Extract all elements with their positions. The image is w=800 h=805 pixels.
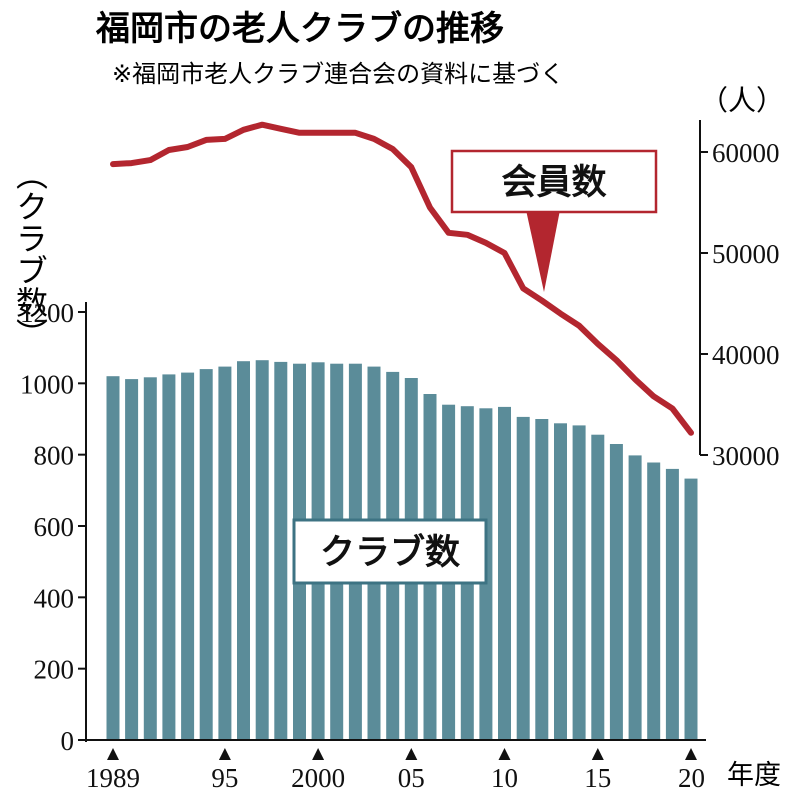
- x-tick-marker: [218, 748, 231, 760]
- bar: [554, 423, 567, 740]
- left-tick-label: 1000: [20, 369, 74, 399]
- line-label-pointer: [526, 210, 560, 292]
- left-axis-ticks: 0 200 400 600 800 1000 1200: [20, 298, 86, 756]
- bar: [237, 361, 250, 740]
- bar: [106, 376, 120, 740]
- x-tick-label: 15: [584, 763, 611, 793]
- x-tick-marker: [498, 748, 511, 760]
- right-axis-ticks: 30000 40000 50000 60000: [700, 138, 780, 471]
- line-label-box: [450, 149, 658, 214]
- x-axis-ticks: 1989 95 2000 05 10 15 20: [86, 748, 705, 793]
- member-line: [110, 121, 694, 436]
- left-tick-label: 1200: [20, 298, 74, 328]
- bar: [162, 374, 176, 740]
- bar: [647, 462, 661, 740]
- bar: [628, 455, 642, 740]
- line-series: [110, 121, 694, 436]
- bar-series: [106, 360, 698, 740]
- bar: [199, 369, 213, 740]
- right-axis-unit: （人）: [700, 84, 784, 117]
- x-tick-marker: [685, 748, 697, 760]
- bar-series-label: クラブ数: [292, 518, 488, 585]
- left-axis-unit: （クラブ数）: [11, 158, 49, 350]
- x-axis-unit: 年度: [727, 760, 781, 791]
- x-tick-marker: [591, 748, 604, 760]
- bar: [609, 444, 623, 740]
- bar: [572, 425, 586, 740]
- bar-label-text: クラブ数: [320, 532, 460, 573]
- x-tick-marker: [405, 748, 418, 760]
- x-tick-label: 10: [491, 763, 518, 793]
- bar: [684, 478, 698, 740]
- left-tick-label: 200: [34, 655, 75, 685]
- chart-title: 福岡市の老人クラブの推移: [95, 9, 504, 49]
- chart-subtitle: ※福岡市老人クラブ連合会の資料に基づく: [112, 60, 564, 88]
- x-tick-marker: [312, 748, 325, 760]
- bar: [143, 377, 157, 740]
- left-tick-label: 0: [61, 726, 75, 756]
- right-tick-label: 60000: [712, 138, 780, 168]
- line-series-label: 会員数: [450, 149, 658, 292]
- x-tick-label: 05: [398, 763, 425, 793]
- right-tick-label: 40000: [712, 340, 780, 370]
- bar: [665, 468, 679, 740]
- bar-label-box: [292, 518, 488, 585]
- bar: [535, 419, 549, 740]
- x-tick-marker: [107, 748, 119, 760]
- x-tick-label: 95: [211, 763, 238, 793]
- right-tick-label: 30000: [712, 441, 780, 471]
- x-tick-label: 1989: [86, 763, 140, 793]
- bar: [255, 360, 269, 740]
- bar: [181, 372, 195, 740]
- left-tick-label: 800: [34, 441, 75, 471]
- bar: [516, 416, 530, 740]
- right-tick-label: 50000: [712, 239, 780, 269]
- bar: [218, 366, 232, 740]
- left-tick-label: 600: [34, 512, 75, 542]
- bar: [498, 406, 511, 740]
- bar: [125, 379, 139, 740]
- bar: [591, 434, 605, 740]
- left-tick-label: 400: [34, 583, 75, 613]
- bar: [274, 361, 288, 740]
- line-label-text: 会員数: [501, 163, 606, 203]
- x-tick-label: 2000: [291, 763, 345, 793]
- x-tick-label: 20: [678, 763, 705, 793]
